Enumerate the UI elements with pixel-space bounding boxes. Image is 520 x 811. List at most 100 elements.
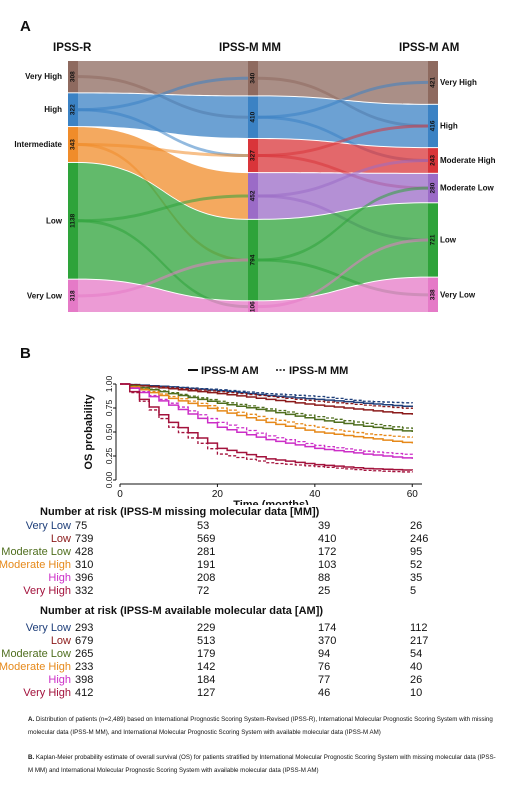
km-curve-high-am [120,383,414,459]
y-tick-label: 0.75 [104,399,114,416]
node-bar-mm-very-high [248,61,258,96]
node-count-am: 338 [430,289,437,300]
risk-am-title: Number at risk (IPSS-M available molecul… [40,605,324,617]
risk-value: 293 [75,622,94,634]
risk-value: 332 [75,585,94,597]
mm-am-strand [258,238,428,309]
risk-value: 569 [197,533,216,545]
risk-row-label: Low [50,635,71,647]
risk-row-label: Low [50,533,71,545]
risk-value: 142 [197,661,216,673]
am-row-label: Low [440,235,457,244]
ipssr-row-label: Low [46,216,63,225]
risk-row-label: Moderate Low [1,546,71,558]
risk-row: Very High 412 127 46 10 [0,687,520,700]
ipssr-row-label: Very High [25,72,62,81]
node-count-ipssr: 308 [70,71,77,82]
caption-b-letter: B. [28,754,35,761]
km-curve-moderate-high-mm [120,383,413,438]
risk-value: 53 [197,520,210,532]
node-count-mm: 106 [250,301,257,312]
km-curve-moderate-low-mm [120,383,413,430]
mm-am-flow [258,96,428,148]
node-bar-mm-high [248,96,258,138]
risk-value: 229 [197,622,216,634]
am-row-label: Moderate High [440,156,496,165]
risk-row: High 398 184 77 26 [0,674,520,687]
risk-value: 172 [318,546,337,558]
risk-value: 398 [75,674,94,686]
km-curve-low-mm [120,383,413,409]
am-row-label: Moderate Low [440,184,495,193]
risk-value: 112 [410,622,428,634]
risk-value: 281 [197,546,216,558]
risk-row-label: Moderate High [0,661,71,673]
risk-am-table: Very Low 293 229 174 112 Low 679 513 370 217 Moder… [0,622,520,700]
ipssr-row-label: High [44,105,62,114]
risk-value: 5 [410,585,417,597]
x-tick-label: 60 [407,489,419,500]
node-bar-ipssr-very-low [68,279,78,312]
risk-value: 10 [410,687,423,699]
risk-value: 412 [75,687,94,699]
x-tick-label: 40 [309,489,321,500]
mm-am-strand [258,154,428,190]
x-tick-label: 20 [212,489,224,500]
mm-am-strand [258,115,428,162]
risk-value: 208 [197,572,216,584]
node-bar-ipssr-high [68,93,78,127]
risk-row-label: Very Low [25,622,71,634]
risk-row-label: Very High [23,687,71,699]
mm-am-strand [258,80,428,119]
node-count-mm: 452 [250,190,257,201]
mm-am-flow [258,173,428,219]
risk-value: 410 [318,533,337,545]
risk-value: 39 [318,520,331,532]
risk-value: 52 [410,559,423,571]
risk-value: 76 [318,661,331,673]
risk-value: 370 [318,635,337,647]
risk-value: 310 [75,559,94,571]
r-mm-flow [78,279,248,312]
r-mm-strand [78,258,248,298]
risk-value: 88 [318,572,331,584]
panel-b-letter: B [20,345,31,362]
km-curve-very-high-am [120,383,414,471]
risk-value: 103 [318,559,337,571]
risk-row: Moderate High 233 142 76 40 [0,661,520,674]
risk-value: 174 [318,622,337,634]
risk-value: 127 [197,687,216,699]
risk-row-label: High [48,572,71,584]
node-count-mm: 340 [250,72,257,83]
node-bar-am-very-low [428,277,438,312]
node-count-mm: 794 [250,254,257,265]
risk-value: 428 [75,546,94,558]
mm-am-flow [258,203,428,301]
km-survival-chart: IPSS-M AM IPSS-M MM 0.00 0.25 0.50 0.75 1.00 0 2… [83,365,422,505]
km-legend: IPSS-M AM IPSS-M MM [188,365,348,377]
risk-value: 40 [410,661,423,673]
risk-row-label: Moderate Low [1,648,71,660]
caption-a-letter: A. [28,716,35,723]
r-mm-strand [78,219,248,309]
sankey-diagram: 308 322 343 1138 318 340 410 327 452 794 106 421 416… [14,61,496,312]
node-count-am: 280 [430,182,437,193]
risk-value: 46 [318,687,331,699]
risk-value: 217 [410,635,429,647]
mm-am-strand [258,124,428,158]
risk-value: 179 [197,648,216,660]
mm-am-flow [258,61,428,104]
km-curve-very-high-mm [120,383,413,473]
node-count-am: 416 [430,120,437,131]
node-bar-mm-moderate-high [248,138,258,173]
node-count-am: 721 [430,234,437,245]
panel-a-letter: A [20,18,31,35]
risk-value: 75 [75,520,88,532]
risk-row: High 396 208 88 35 [0,572,520,585]
km-curve-low-am [120,383,414,415]
risk-value: 739 [75,533,94,545]
risk-value: 513 [197,635,216,647]
risk-mm-table: Very Low 75 53 39 26 Low 739 569 410 246 Moderate … [0,520,520,598]
node-count-mm: 327 [250,150,257,161]
node-count-ipssr: 318 [70,290,77,301]
